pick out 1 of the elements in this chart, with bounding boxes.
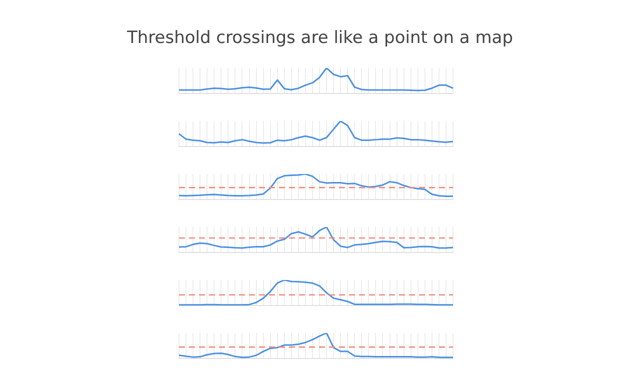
chart-title: Threshold crossings are like a point on a map [126, 27, 514, 50]
